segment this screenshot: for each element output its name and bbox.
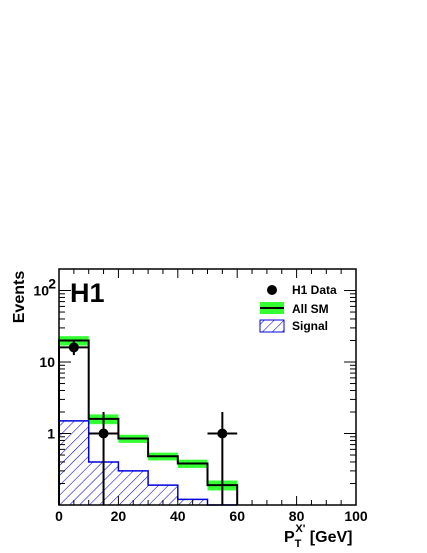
data-point (207, 411, 238, 505)
data-point-marker (217, 428, 228, 439)
data-point-marker (98, 428, 109, 439)
legend-marker-signal (259, 319, 285, 333)
data-point-marker (68, 342, 79, 353)
legend-marker-data (267, 285, 277, 295)
legend: H1 Data All SM Signal (259, 283, 337, 333)
data-point (88, 411, 119, 505)
signal-bin (118, 470, 149, 505)
y-tick-label: 10 (39, 354, 55, 370)
y-axis-title: Events (11, 271, 28, 324)
x-axis-title-sub: T (295, 538, 302, 550)
signal-bin (59, 420, 89, 505)
y-tick-label: 10 (33, 283, 49, 299)
y-tick-label: 1 (47, 426, 55, 442)
sm-histogram-group (58, 339, 239, 505)
x-tick-label: 60 (229, 508, 245, 524)
legend-item-data: H1 Data (267, 283, 337, 297)
y-tick-label-exponent: 2 (48, 276, 56, 292)
x-axis-title-sup: X' (295, 523, 305, 535)
legend-item-signal: Signal (259, 319, 328, 333)
sm-histogram-line (58, 339, 239, 505)
x-tick-label: 80 (289, 508, 305, 524)
legend-item-sm: All SM (260, 302, 329, 316)
legend-label-sm: All SM (292, 302, 329, 316)
experiment-tag: H1 (70, 278, 105, 308)
x-axis-title-main: P (284, 529, 295, 546)
legend-label-signal: Signal (292, 319, 328, 333)
signal-bin (148, 485, 178, 505)
x-axis-title: PT X' [GeV] (284, 523, 352, 550)
signal-outline (58, 420, 238, 506)
data-point (59, 339, 89, 356)
x-axis: 0 20 40 60 80 100 (55, 269, 368, 524)
legend-label-data: H1 Data (292, 283, 337, 297)
x-tick-label: 100 (344, 508, 368, 524)
x-axis-title-unit: [GeV] (305, 529, 352, 546)
data-points-group (59, 339, 238, 505)
x-tick-label: 0 (55, 508, 63, 524)
x-tick-label: 40 (170, 508, 186, 524)
x-tick-label: 20 (111, 508, 127, 524)
